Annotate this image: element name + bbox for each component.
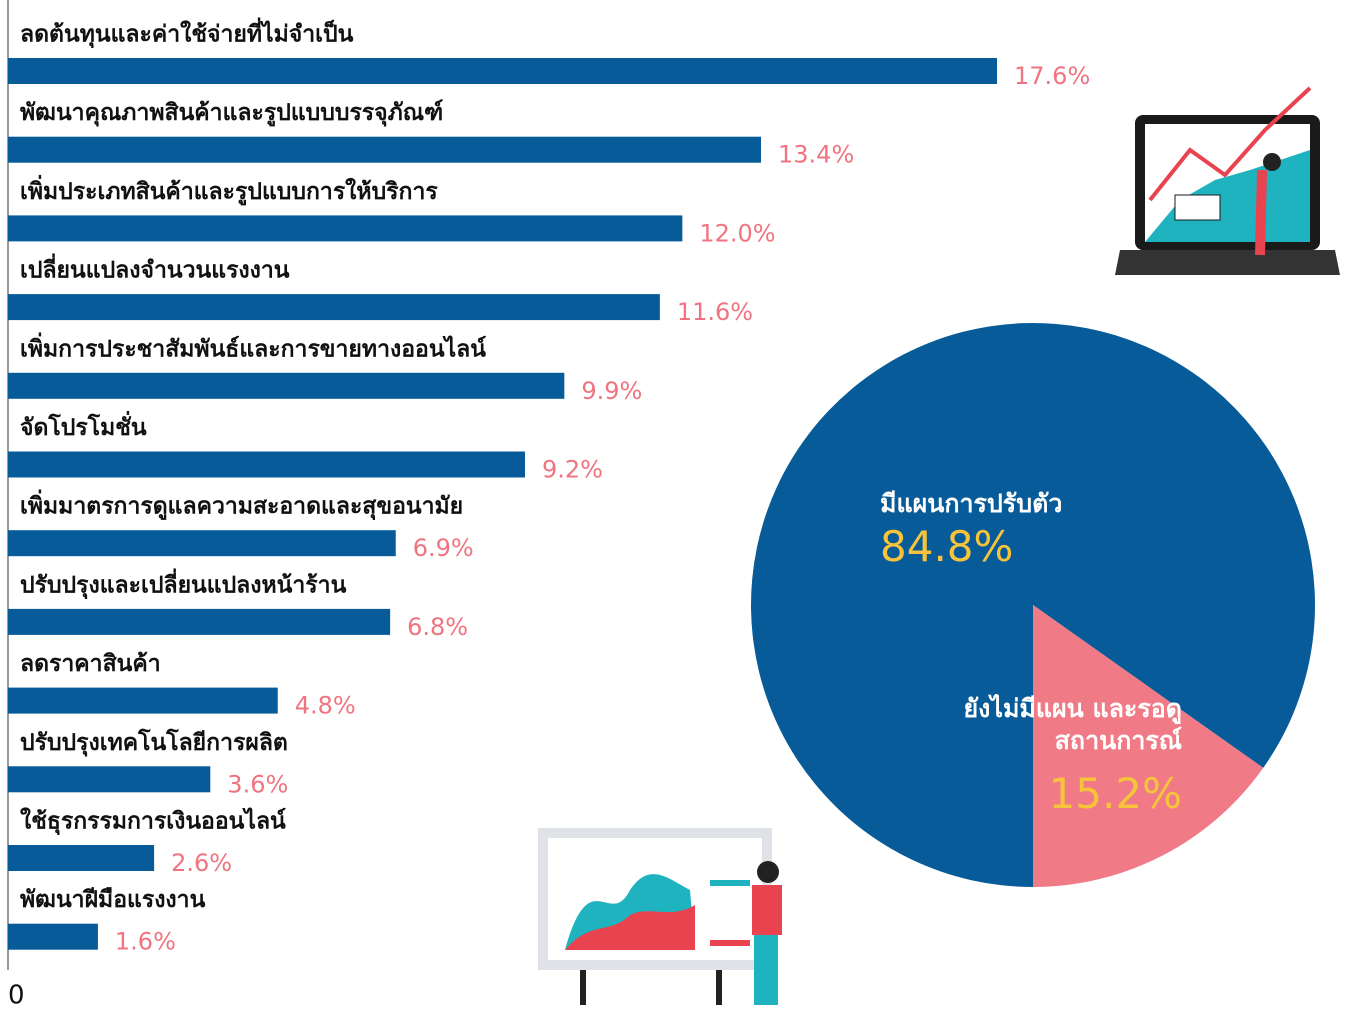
pie-slice: [1033, 605, 1264, 887]
bar: [8, 372, 565, 399]
value-label: 13.4%: [778, 141, 854, 169]
value-label: 9.9%: [581, 377, 642, 405]
category-label: เพิ่มการประชาสัมพันธ์และการขายทางออนไลน์: [20, 331, 486, 362]
category-label: จัดโปรโมชั่น: [20, 410, 147, 441]
category-label: ใช้ธุรกรรมการเงินออนไลน์: [20, 807, 286, 836]
board-illustration: [538, 828, 782, 1005]
bar: [8, 845, 155, 871]
category-label: เพิ่มมาตรการดูแลความสะอาดและสุขอนามัย: [20, 489, 463, 521]
bar: [8, 608, 391, 635]
value-label: 6.8%: [407, 613, 468, 641]
bar: [8, 58, 998, 84]
value-label: 9.2%: [542, 456, 603, 484]
category-label: ลดราคาสินค้า: [20, 651, 161, 677]
category-label: ปรับปรุงเทคโนโลยีการผลิต: [20, 728, 288, 757]
category-label: ปรับปรุงและเปลี่ยนแปลงหน้าร้าน: [20, 567, 347, 599]
value-label: 17.6%: [1014, 62, 1090, 90]
pie-label: ยังไม่มีแผน และรอดูสถานการณ์: [963, 694, 1182, 755]
pie-slice: [750, 323, 1315, 888]
category-label: พัฒนาคุณภาพสินค้าและรูปแบบบรรจุภัณฑ์: [20, 99, 443, 127]
bar: [8, 294, 660, 321]
category-label: เพิ่มประเภทสินค้าและรูปแบบการให้บริการ: [20, 174, 438, 206]
category-label: ลดต้นทุนและค่าใช้จ่ายที่ไม่จำเป็น: [20, 17, 354, 49]
bar: [8, 530, 396, 557]
bar: [8, 215, 683, 242]
value-label: 1.6%: [115, 928, 176, 956]
bar: [8, 766, 211, 793]
category-label: พัฒนาฝีมือแรงงาน: [20, 887, 206, 913]
bar: [8, 687, 278, 714]
x-tick-label: 0: [8, 981, 25, 1011]
laptop-illustration: [1115, 86, 1340, 275]
bar: [8, 923, 98, 950]
pie-value: 15.2%: [1048, 769, 1182, 818]
value-label: 3.6%: [227, 770, 288, 798]
value-label: 4.8%: [295, 692, 356, 720]
pie-label: มีแผนการปรับตัว: [880, 489, 1063, 518]
value-label: 12.0%: [699, 219, 775, 247]
value-label: 2.6%: [171, 849, 232, 877]
bar: [8, 451, 525, 478]
category-label: เปลี่ยนแปลงจำนวนแรงงาน: [20, 253, 290, 284]
pie-value: 84.8%: [880, 522, 1014, 571]
bar: [8, 136, 762, 163]
value-label: 6.9%: [413, 534, 474, 562]
value-label: 11.6%: [677, 298, 753, 326]
